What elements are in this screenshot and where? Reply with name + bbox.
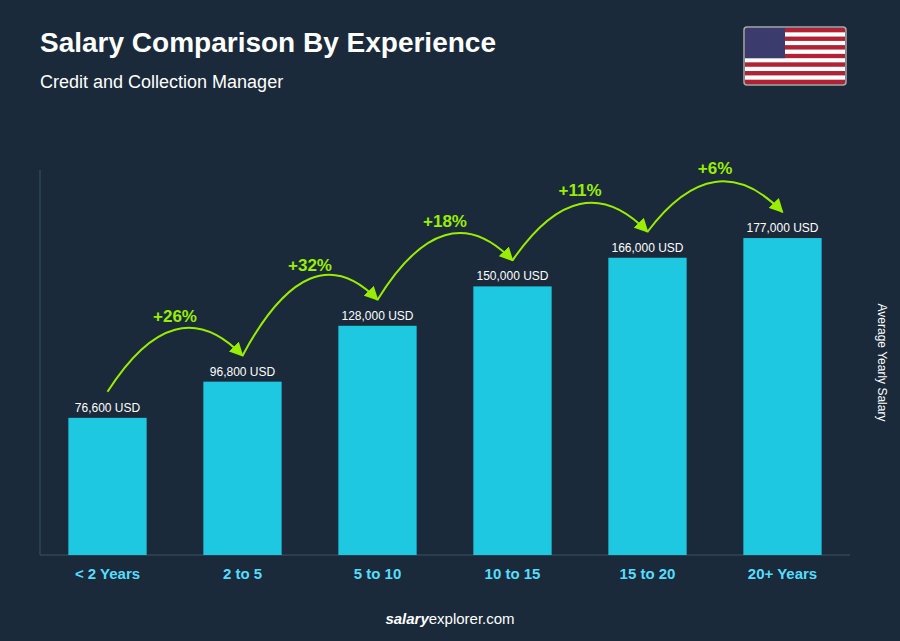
flag-stripe [745, 75, 845, 80]
value-label: 150,000 USD [476, 269, 548, 283]
change-arrow [108, 328, 243, 392]
value-label: 128,000 USD [341, 309, 413, 323]
x-tick-label: 5 to 10 [354, 565, 402, 582]
value-label: 166,000 USD [611, 241, 683, 255]
flag-border [744, 27, 846, 85]
bar [473, 286, 551, 555]
bar [608, 258, 686, 555]
flag [744, 27, 846, 85]
change-label: +32% [288, 256, 332, 275]
x-tick-label: 20+ Years [748, 565, 817, 582]
bar [338, 326, 416, 555]
change-arrow [513, 203, 648, 261]
change-arrow [648, 181, 783, 231]
title: Salary Comparison By Experience [40, 27, 496, 58]
bar [743, 238, 821, 555]
flag-stripe [745, 71, 845, 76]
footer-normal: explorer.com [429, 610, 515, 627]
x-tick-label: 15 to 20 [620, 565, 676, 582]
flag-stripe [745, 58, 845, 63]
flag-stripe [745, 62, 845, 67]
change-arrow [243, 275, 378, 356]
change-label: +6% [698, 159, 733, 178]
value-label: 177,000 USD [746, 221, 818, 235]
chart: Salary Comparison By Experience Credit an… [0, 0, 900, 641]
footer: salaryexplorer.com [385, 610, 514, 627]
value-label: 96,800 USD [210, 365, 276, 379]
x-tick-label: 10 to 15 [485, 565, 541, 582]
bar [68, 418, 146, 555]
x-axis-line [40, 555, 850, 556]
bar [203, 382, 281, 555]
x-tick-label: < 2 Years [75, 565, 140, 582]
change-label: +18% [423, 212, 467, 231]
change-arrow [378, 233, 513, 300]
footer-bold: salary [385, 610, 429, 627]
x-tick-label: 2 to 5 [223, 565, 262, 582]
y-axis-line [40, 170, 41, 555]
flag-stripe [745, 67, 845, 72]
subtitle: Credit and Collection Manager [40, 72, 283, 92]
flag-canton [745, 28, 785, 58]
change-label: +26% [153, 307, 197, 326]
change-label: +11% [558, 181, 601, 200]
y-axis-label: Average Yearly Salary [875, 304, 889, 422]
background [0, 0, 900, 641]
flag-stripe [745, 80, 845, 85]
value-label: 76,600 USD [75, 401, 141, 415]
